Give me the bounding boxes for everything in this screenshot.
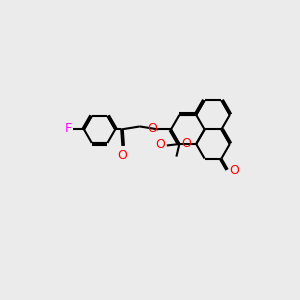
Text: O: O bbox=[117, 149, 127, 162]
Text: O: O bbox=[147, 122, 157, 135]
Text: O: O bbox=[156, 138, 166, 151]
Text: O: O bbox=[230, 164, 239, 177]
Text: F: F bbox=[64, 122, 71, 135]
Text: O: O bbox=[182, 137, 191, 150]
